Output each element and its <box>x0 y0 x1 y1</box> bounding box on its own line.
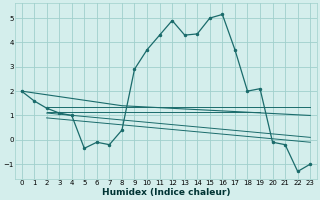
X-axis label: Humidex (Indice chaleur): Humidex (Indice chaleur) <box>102 188 230 197</box>
